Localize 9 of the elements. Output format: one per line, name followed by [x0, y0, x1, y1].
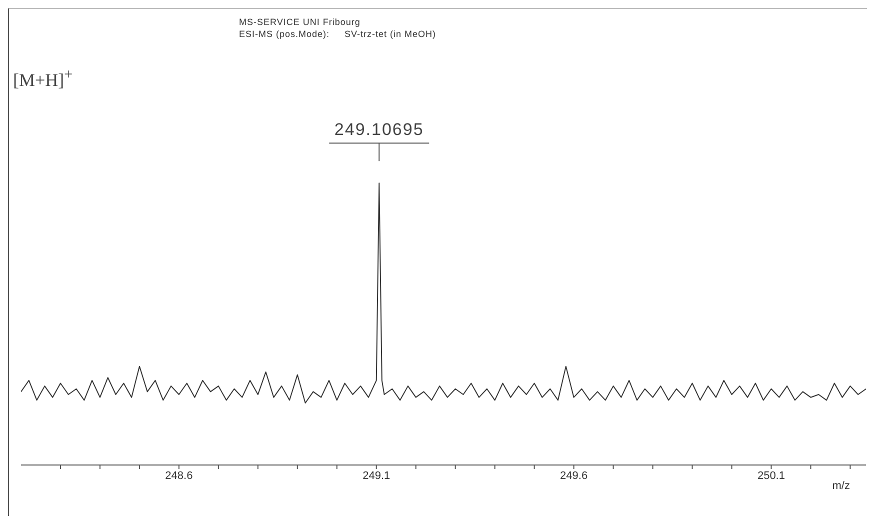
- text: [M+H]$^{+}$: [13, 67, 73, 91]
- x-tick-label: 249.1: [362, 470, 390, 482]
- x-tick-label: 248.6: [165, 470, 193, 482]
- annotation: 249.10695: [334, 120, 424, 140]
- x-axis-title: m/z: [832, 480, 850, 492]
- x-tick-label: 249.6: [560, 470, 588, 482]
- chart-title: MS-SERVICE UNI Fribourg: [239, 17, 360, 27]
- chart-subtitle: ESI-MS (pos.Mode): SV-trz-tet (in MeOH): [239, 29, 436, 39]
- x-tick-label: 250.1: [757, 470, 785, 482]
